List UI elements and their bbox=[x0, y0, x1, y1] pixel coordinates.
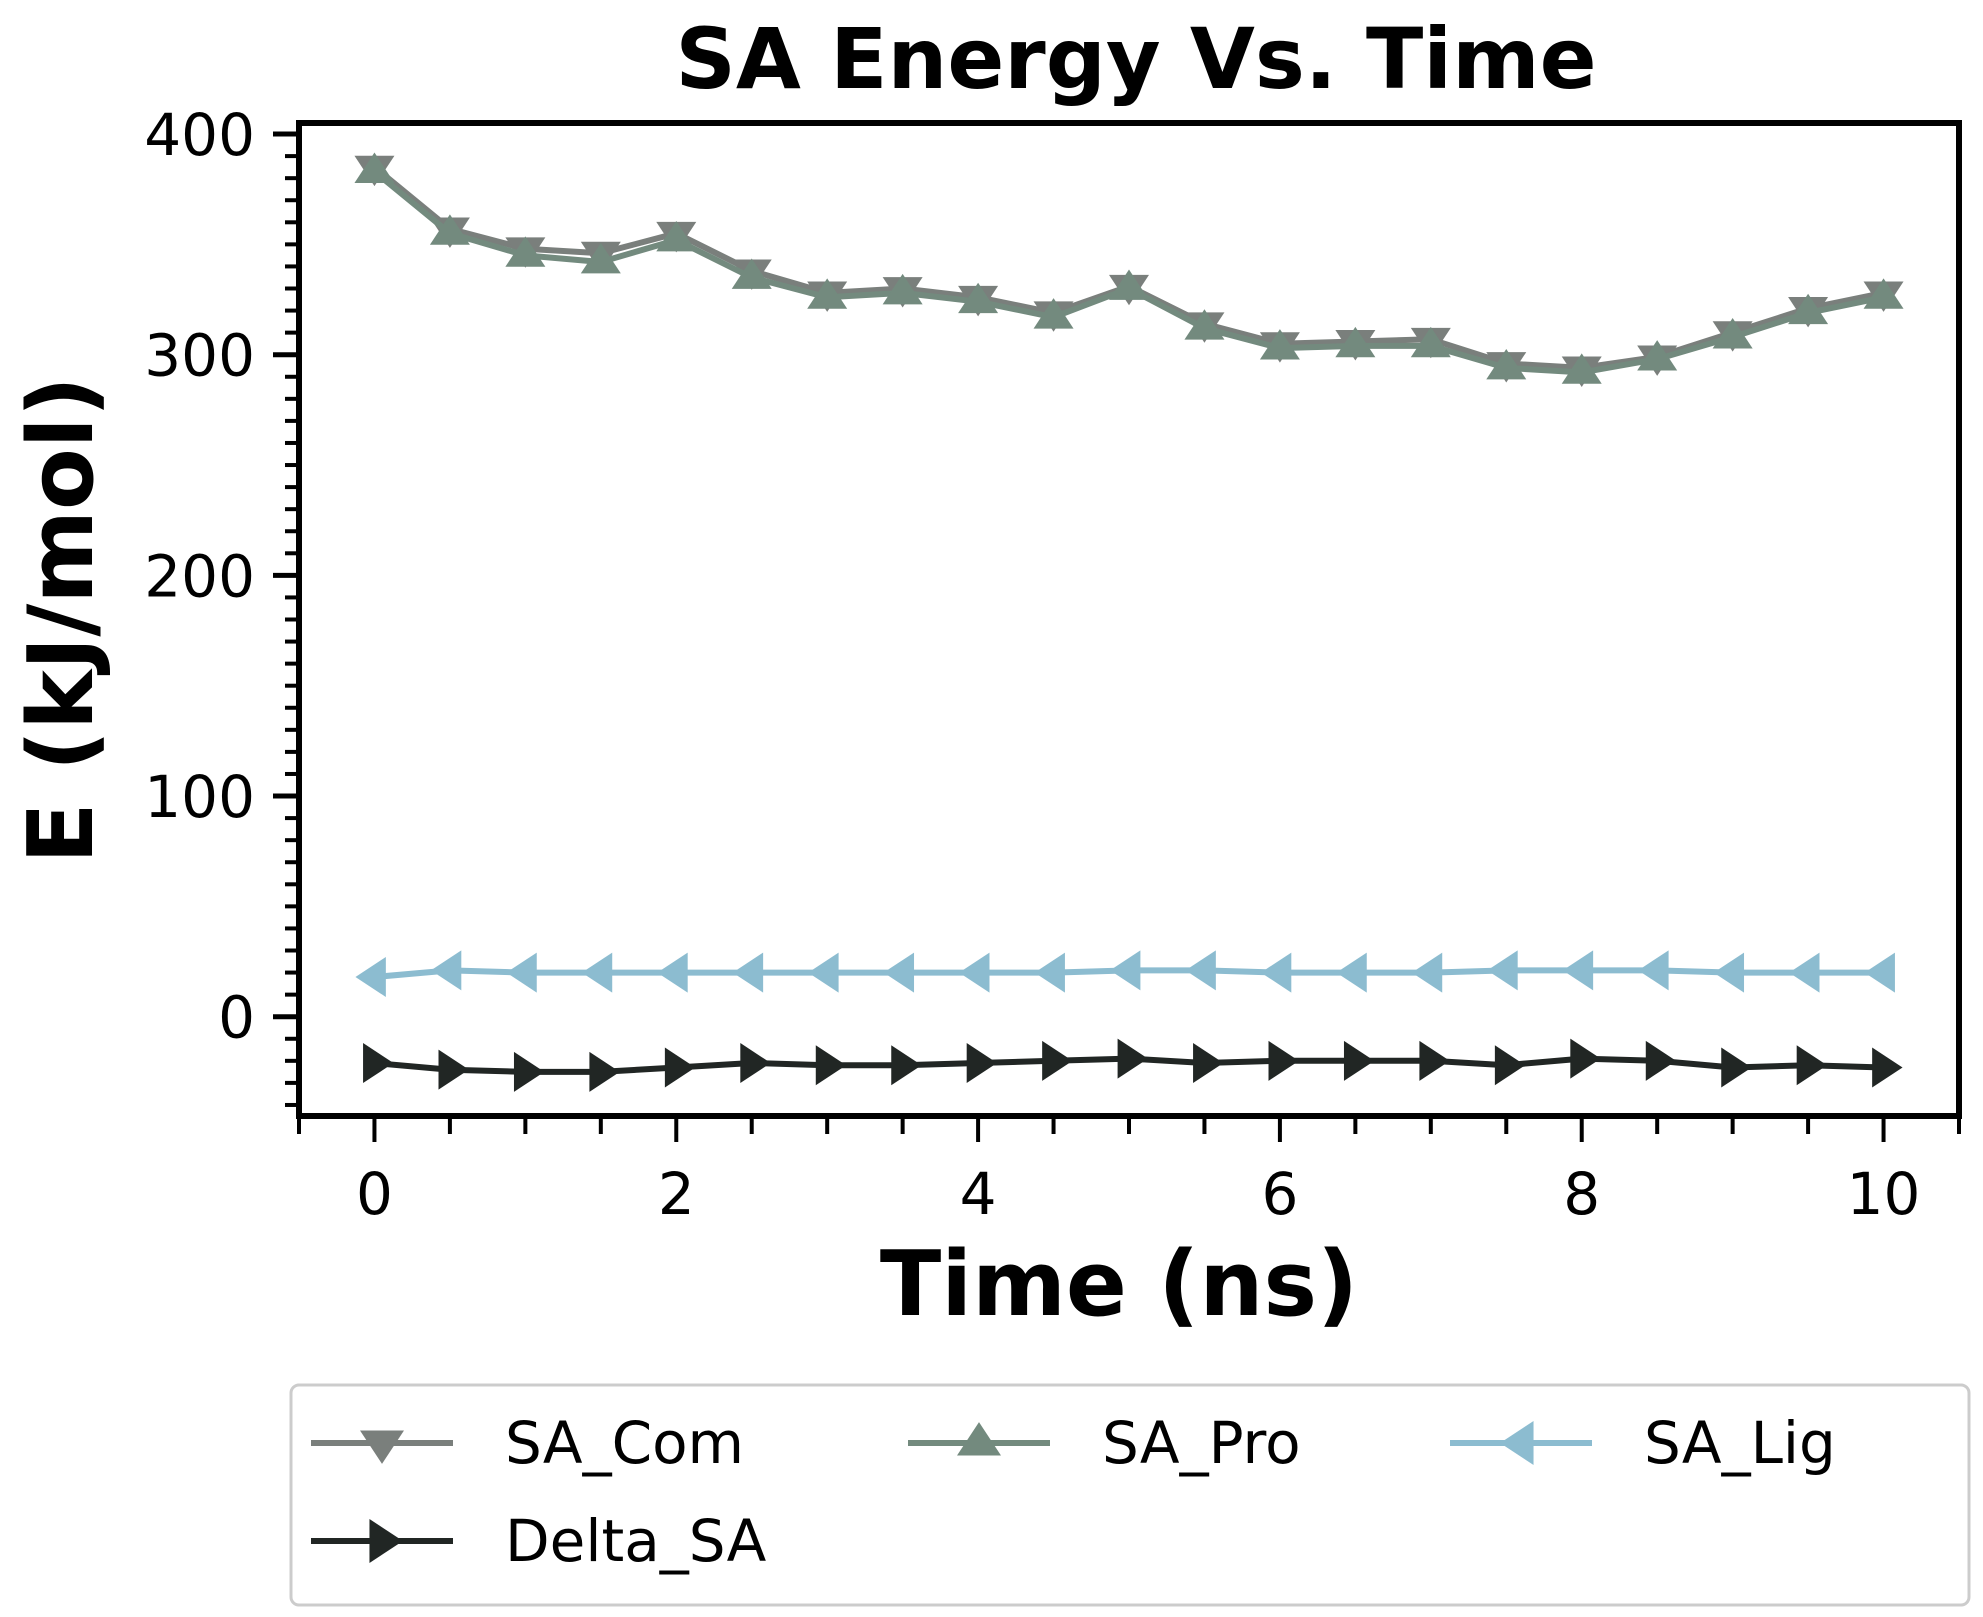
data-point bbox=[1336, 953, 1366, 993]
data-point bbox=[1261, 953, 1291, 993]
data-point bbox=[431, 950, 461, 990]
data-point bbox=[1110, 950, 1140, 990]
data-point bbox=[1193, 1043, 1223, 1083]
data-point bbox=[1035, 953, 1065, 993]
data-point bbox=[1570, 1039, 1600, 1079]
data-point bbox=[589, 1052, 619, 1092]
y-tick-label: 0 bbox=[218, 984, 255, 1052]
data-point bbox=[891, 1045, 921, 1085]
data-point bbox=[665, 1047, 695, 1087]
data-point bbox=[808, 953, 838, 993]
data-point bbox=[1344, 1041, 1374, 1081]
data-point bbox=[355, 957, 385, 997]
x-tick-label: 2 bbox=[658, 1160, 695, 1228]
x-tick-label: 6 bbox=[1261, 1160, 1298, 1228]
data-point bbox=[1789, 953, 1819, 993]
series-SA_Lig bbox=[355, 950, 1894, 997]
x-tick-label: 4 bbox=[960, 1160, 997, 1228]
data-point bbox=[1495, 1045, 1525, 1085]
data-point bbox=[657, 953, 687, 993]
data-point bbox=[884, 953, 914, 993]
y-tick-label: 400 bbox=[144, 101, 255, 169]
data-point bbox=[1109, 270, 1149, 300]
data-point bbox=[1487, 950, 1517, 990]
data-point bbox=[1865, 953, 1895, 993]
data-point bbox=[582, 953, 612, 993]
data-point bbox=[733, 953, 763, 993]
data-point bbox=[1797, 1045, 1827, 1085]
data-point bbox=[1118, 1039, 1148, 1079]
data-point bbox=[959, 953, 989, 993]
chart-title: SA Energy Vs. Time bbox=[675, 10, 1596, 108]
y-tick-label: 200 bbox=[144, 542, 255, 610]
data-point bbox=[1646, 1041, 1676, 1081]
data-point bbox=[1269, 1041, 1299, 1081]
data-point bbox=[1872, 1047, 1902, 1087]
data-point bbox=[816, 1045, 846, 1085]
x-axis-label: Time (ns) bbox=[880, 1232, 1358, 1337]
data-point bbox=[740, 1043, 770, 1083]
y-tick-label: 100 bbox=[144, 763, 255, 831]
data-point bbox=[1042, 1041, 1072, 1081]
series-Delta_SA bbox=[363, 1039, 1902, 1092]
legend-label: SA_Lig bbox=[1644, 1409, 1836, 1477]
data-point bbox=[1638, 950, 1668, 990]
data-point bbox=[1419, 1041, 1449, 1081]
legend-label: SA_Pro bbox=[1102, 1409, 1301, 1477]
data-point bbox=[1412, 953, 1442, 993]
y-axis: 0 100 200 300 400 bbox=[144, 101, 299, 1105]
y-tick-label: 300 bbox=[144, 322, 255, 390]
data-point bbox=[1563, 950, 1593, 990]
x-tick-label: 8 bbox=[1563, 1160, 1600, 1228]
data-point bbox=[514, 1052, 544, 1092]
data-point bbox=[967, 1043, 997, 1083]
data-point bbox=[1721, 1047, 1751, 1087]
y-axis-label: E (kJ/mol) bbox=[9, 376, 114, 864]
legend-label: Delta_SA bbox=[505, 1507, 767, 1575]
legend: SA_Com SA_Pro SA_Lig Delta_SA bbox=[291, 1385, 1969, 1605]
x-tick-label: 10 bbox=[1847, 1160, 1921, 1228]
data-point bbox=[363, 1043, 393, 1083]
data-point bbox=[439, 1050, 469, 1090]
legend-label: SA_Com bbox=[505, 1409, 744, 1477]
x-tick-label: 0 bbox=[356, 1160, 393, 1228]
series-layer bbox=[354, 153, 1903, 1092]
data-point bbox=[1185, 950, 1215, 990]
data-point bbox=[506, 953, 536, 993]
data-point bbox=[1714, 953, 1744, 993]
x-axis: 0 2 4 6 8 10 bbox=[299, 1116, 1959, 1228]
